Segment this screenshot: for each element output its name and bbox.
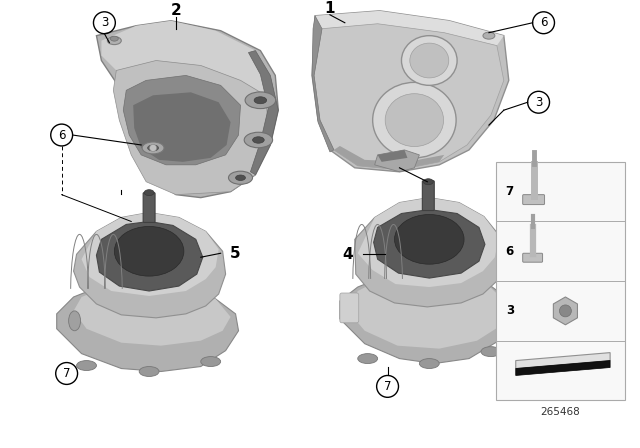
Ellipse shape — [419, 358, 439, 369]
Ellipse shape — [236, 175, 245, 181]
Polygon shape — [124, 75, 241, 165]
Text: 3: 3 — [506, 304, 514, 317]
Text: 1: 1 — [324, 1, 335, 16]
Polygon shape — [374, 150, 419, 172]
Polygon shape — [74, 212, 226, 318]
Ellipse shape — [244, 132, 273, 148]
Ellipse shape — [394, 215, 464, 264]
Ellipse shape — [77, 361, 97, 370]
Polygon shape — [315, 11, 504, 46]
Ellipse shape — [358, 353, 378, 363]
Ellipse shape — [385, 94, 444, 146]
Ellipse shape — [148, 145, 159, 151]
Ellipse shape — [423, 179, 433, 185]
Polygon shape — [97, 221, 203, 291]
FancyBboxPatch shape — [496, 162, 625, 401]
Ellipse shape — [410, 43, 449, 78]
Text: 2: 2 — [170, 3, 181, 18]
Polygon shape — [516, 353, 610, 369]
Polygon shape — [358, 198, 499, 287]
Polygon shape — [348, 271, 507, 349]
Polygon shape — [312, 11, 509, 172]
Text: 5: 5 — [230, 246, 241, 261]
Ellipse shape — [144, 190, 154, 196]
Circle shape — [559, 305, 572, 317]
Text: 7: 7 — [63, 367, 70, 380]
Ellipse shape — [254, 97, 267, 104]
Text: 6: 6 — [58, 129, 65, 142]
Ellipse shape — [68, 311, 81, 331]
Polygon shape — [113, 60, 270, 194]
Ellipse shape — [110, 36, 118, 41]
Polygon shape — [74, 281, 230, 346]
FancyBboxPatch shape — [422, 181, 435, 211]
Ellipse shape — [142, 142, 164, 154]
Ellipse shape — [228, 171, 253, 184]
Text: 265468: 265468 — [541, 407, 580, 417]
Ellipse shape — [483, 32, 495, 39]
Ellipse shape — [245, 92, 276, 108]
Polygon shape — [314, 24, 504, 170]
Text: 6: 6 — [540, 16, 547, 29]
Circle shape — [150, 144, 157, 151]
Ellipse shape — [401, 36, 457, 86]
FancyBboxPatch shape — [143, 193, 155, 223]
FancyBboxPatch shape — [523, 253, 543, 262]
Text: 3: 3 — [100, 16, 108, 29]
Polygon shape — [81, 212, 219, 296]
Ellipse shape — [108, 37, 122, 45]
Polygon shape — [355, 198, 504, 307]
Polygon shape — [312, 16, 334, 152]
Ellipse shape — [253, 137, 264, 143]
Text: 7: 7 — [506, 185, 514, 198]
FancyBboxPatch shape — [523, 194, 545, 205]
Polygon shape — [101, 21, 270, 95]
Polygon shape — [133, 92, 230, 162]
Polygon shape — [248, 51, 278, 175]
Polygon shape — [374, 210, 485, 278]
Ellipse shape — [372, 82, 456, 158]
Text: 3: 3 — [535, 96, 542, 109]
Text: 4: 4 — [342, 247, 353, 262]
Polygon shape — [97, 21, 278, 198]
Polygon shape — [340, 271, 514, 363]
Ellipse shape — [481, 347, 501, 357]
Polygon shape — [516, 361, 610, 375]
FancyBboxPatch shape — [340, 293, 359, 323]
Text: 7: 7 — [384, 380, 391, 393]
Ellipse shape — [201, 357, 221, 366]
Polygon shape — [378, 150, 408, 162]
Polygon shape — [334, 146, 444, 170]
Text: 6: 6 — [506, 245, 514, 258]
Ellipse shape — [115, 226, 184, 276]
Polygon shape — [57, 281, 239, 371]
Ellipse shape — [139, 366, 159, 376]
